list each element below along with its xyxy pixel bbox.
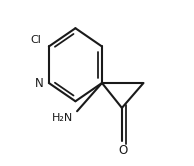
Text: H₂N: H₂N [52,113,74,123]
Text: O: O [118,144,127,157]
Text: Cl: Cl [30,35,41,45]
Text: N: N [35,77,44,89]
